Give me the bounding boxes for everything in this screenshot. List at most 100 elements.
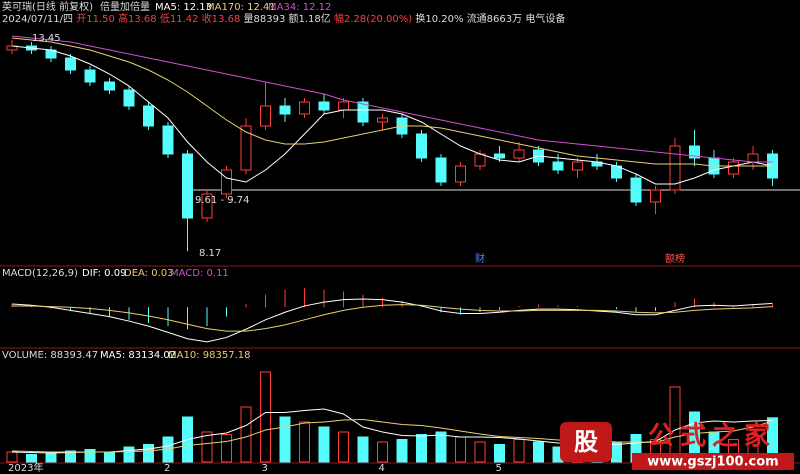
candle-body (669, 145, 681, 191)
vol-ma10-line (11, 418, 773, 453)
info-float: 流通8663万 (467, 12, 522, 25)
volume-bar (435, 431, 447, 463)
candle-body (318, 101, 330, 111)
x-tick-label: 3 (262, 463, 268, 474)
info-date: 2024/07/11/四 (2, 14, 73, 25)
info-change: 幅2.28(20.00%) (334, 12, 412, 25)
event-marker: 财 (475, 252, 485, 265)
volume-bar (533, 441, 544, 463)
volume-bar (299, 421, 310, 463)
info-turnover: 换10.20% (415, 12, 463, 25)
volume-bar (65, 450, 76, 463)
info-sector: 电气设备 (525, 12, 565, 25)
watermark-url: www.gszj100.com (647, 455, 778, 470)
candle-body (338, 101, 349, 111)
volume-bar (260, 371, 271, 463)
candle-body (435, 157, 447, 183)
stock-name: 英可瑞(日线 前复权) (2, 0, 93, 13)
candle-body (552, 161, 564, 171)
x-tick-label: 2 (164, 463, 170, 474)
indicator-name: 倍量加倍量 (100, 0, 150, 13)
vol-ma10-label: MA10: 98357.18 (168, 350, 250, 361)
candle-body (416, 133, 427, 159)
info-amount: 额1.18亿 (289, 12, 331, 25)
volume-bar (84, 449, 96, 463)
dif-line (11, 298, 773, 343)
candle-body (240, 125, 252, 171)
candle-body (104, 81, 115, 91)
volume-bar (6, 451, 18, 463)
candle-body (84, 69, 96, 83)
volume-title: VOLUME: 88393.47 (2, 350, 98, 361)
candle-body (143, 105, 154, 127)
ma-line (11, 37, 773, 167)
x-tick-label: 2023年 (8, 461, 43, 474)
volume-bar (45, 452, 57, 463)
ma-line (11, 35, 773, 163)
ma170-label: MA170: 12.41 (206, 2, 276, 13)
info-line: 2024/07/11/四 开11.50 高13.68 低11.42 收13.68… (2, 12, 565, 25)
dea-label: DEA: 0.03 (124, 268, 174, 279)
volume-bar (123, 446, 135, 463)
volume-bar (338, 431, 349, 463)
dea-line (12, 304, 773, 332)
info-open: 开11.50 (76, 14, 115, 25)
volume-bar (474, 441, 486, 463)
candle-body (728, 161, 739, 175)
watermark-url-bg (632, 453, 794, 470)
candle-body (513, 149, 525, 159)
macd-label: MACD: 0.11 (170, 268, 229, 279)
info-high: 高13.68 (118, 12, 157, 25)
high-annotation: 13.45 (32, 33, 61, 44)
candle-body (494, 153, 505, 159)
candle-body (221, 169, 232, 195)
watermark-icon: 股 (574, 428, 598, 456)
volume-bar (396, 439, 408, 463)
volume-bar (377, 441, 388, 463)
candle-body (630, 177, 642, 203)
volume-bar (357, 436, 369, 463)
candle-body (260, 105, 271, 127)
candle-body (201, 193, 213, 219)
volume-bar (455, 436, 466, 463)
candle-body (747, 153, 759, 163)
x-tick-label: 5 (496, 463, 502, 474)
candle-body (650, 189, 661, 203)
volume-bar (279, 416, 291, 463)
dif-label: DIF: 0.09 (82, 268, 126, 279)
ma-line (11, 45, 773, 185)
info-close: 收13.68 (202, 12, 241, 25)
low-annotation: 8.17 (199, 248, 221, 259)
volume-bar (240, 406, 252, 463)
vol-ma5-label: MA5: 83134.02 (100, 350, 176, 361)
ma5-label: MA5: 12.13 (155, 2, 212, 13)
volume-bar (143, 444, 154, 463)
x-tick-label: 4 (379, 463, 385, 474)
candle-body (65, 57, 76, 71)
candle-body (357, 101, 369, 123)
watermark-site: 公式之家 (648, 421, 776, 452)
volume-bar (26, 454, 37, 463)
macd-title: MACD(12,26,9) (2, 268, 78, 279)
candle-body (279, 105, 291, 115)
candle-body (474, 153, 486, 167)
volume-bar (513, 439, 525, 463)
ma34-label: MA34: 12.12 (268, 2, 331, 13)
candle-body (572, 161, 583, 171)
candle-body (689, 145, 700, 159)
volume-bar (494, 444, 505, 463)
volume-bar (221, 434, 232, 463)
watermark: 股 公式之家 www.gszj100.com (560, 421, 794, 470)
volume-bar (201, 431, 213, 463)
event-marker: 额榜 (665, 252, 685, 265)
watermark-badge (560, 422, 612, 462)
volume-bar (318, 426, 330, 463)
info-low: 低11.42 (160, 12, 199, 25)
info-volume: 量88393 (244, 13, 286, 25)
candle-body (377, 117, 388, 123)
volume-bar (416, 434, 427, 463)
range-annotation: 9.61 - 9.74 (195, 195, 250, 206)
candle-body (455, 165, 466, 183)
candle-body (123, 89, 135, 107)
